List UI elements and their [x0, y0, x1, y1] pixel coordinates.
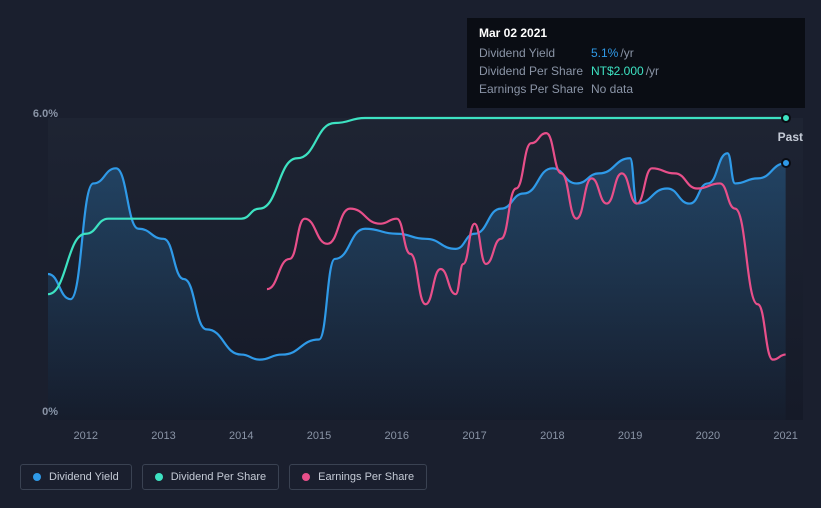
- x-axis-label: 2015: [307, 430, 331, 442]
- tooltip-value: 5.1%: [591, 46, 618, 60]
- end-dot-dividend-per-share: [781, 113, 791, 123]
- x-axis-label: 2017: [462, 430, 486, 442]
- legend-item-dividend-per-share[interactable]: Dividend Per Share: [142, 464, 279, 490]
- x-axis-label: 2021: [773, 430, 797, 442]
- legend-item-dividend-yield[interactable]: Dividend Yield: [20, 464, 132, 490]
- legend-dot: [33, 473, 41, 481]
- tooltip: Mar 02 2021 Dividend Yield5.1%/yrDividen…: [467, 18, 805, 108]
- tooltip-value: No data: [591, 82, 633, 96]
- tooltip-key: Dividend Per Share: [479, 64, 591, 78]
- tooltip-key: Earnings Per Share: [479, 82, 591, 96]
- tooltip-row: Dividend Per ShareNT$2.000/yr: [479, 62, 793, 80]
- legend-item-earnings-per-share[interactable]: Earnings Per Share: [289, 464, 427, 490]
- tooltip-row: Dividend Yield5.1%/yr: [479, 44, 793, 62]
- legend-dot: [302, 473, 310, 481]
- legend-label: Dividend Per Share: [171, 471, 266, 483]
- legend-label: Dividend Yield: [49, 471, 119, 483]
- legend-label: Earnings Per Share: [318, 471, 414, 483]
- tooltip-key: Dividend Yield: [479, 46, 591, 60]
- end-dot-dividend-yield: [781, 158, 791, 168]
- x-axis-label: 2018: [540, 430, 564, 442]
- tooltip-value: NT$2.000: [591, 64, 644, 78]
- tooltip-unit: /yr: [620, 46, 633, 60]
- chart-svg: [48, 118, 803, 420]
- x-axis-label: 2013: [151, 430, 175, 442]
- tooltip-date: Mar 02 2021: [479, 26, 793, 40]
- x-axis-label: 2014: [229, 430, 253, 442]
- legend-dot: [155, 473, 163, 481]
- tooltip-row: Earnings Per ShareNo data: [479, 80, 793, 98]
- past-label: Past: [778, 130, 803, 144]
- x-axis-label: 2016: [385, 430, 409, 442]
- legend: Dividend Yield Dividend Per Share Earnin…: [20, 464, 427, 490]
- tooltip-unit: /yr: [646, 64, 659, 78]
- x-axis-label: 2019: [618, 430, 642, 442]
- x-axis-label: 2012: [74, 430, 98, 442]
- x-axis-label: 2020: [696, 430, 720, 442]
